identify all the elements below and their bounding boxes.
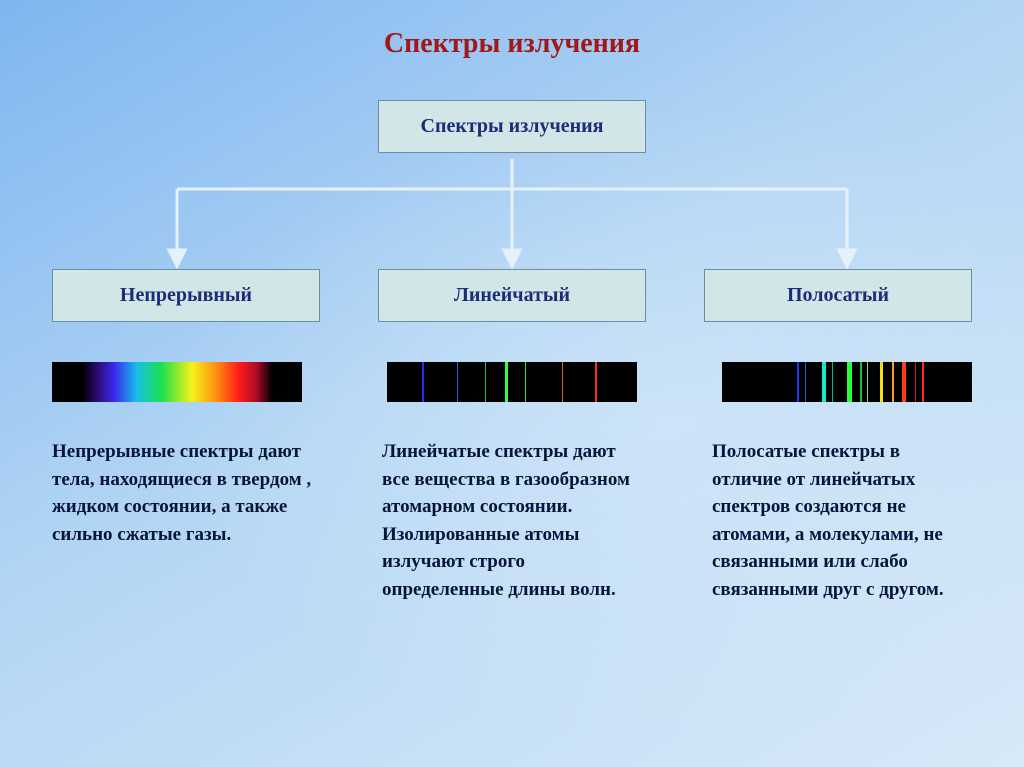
description-row: Непрерывные спектры дают тела, находящие… xyxy=(0,438,1024,603)
spectrum-continuous xyxy=(52,362,302,402)
spectrum-band xyxy=(722,362,972,402)
child-label: Линейчатый xyxy=(454,284,570,306)
slide-content: Спектры излучения Спектры излучения Непр… xyxy=(0,0,1024,767)
child-label: Непрерывный xyxy=(120,284,252,306)
child-node-continuous: Непрерывный xyxy=(52,269,320,322)
desc-line: Линейчатые спектры дают все вещества в г… xyxy=(382,438,642,603)
root-label: Спектры излучения xyxy=(421,115,604,137)
root-node: Спектры излучения xyxy=(378,100,646,153)
spectrum-line xyxy=(387,362,637,402)
child-node-band: Полосатый xyxy=(704,269,972,322)
child-label: Полосатый xyxy=(787,284,889,306)
desc-band: Полосатые спектры в отличие от линейчаты… xyxy=(712,438,972,603)
slide-title: Спектры излучения xyxy=(0,0,1024,60)
child-row: Непрерывный Линейчатый Полосатый xyxy=(0,269,1024,322)
child-node-line: Линейчатый xyxy=(378,269,646,322)
connector-lines xyxy=(0,159,1024,269)
connector-area xyxy=(0,159,1024,269)
spectrum-row xyxy=(0,362,1024,402)
desc-continuous: Непрерывные спектры дают тела, находящие… xyxy=(52,438,312,603)
